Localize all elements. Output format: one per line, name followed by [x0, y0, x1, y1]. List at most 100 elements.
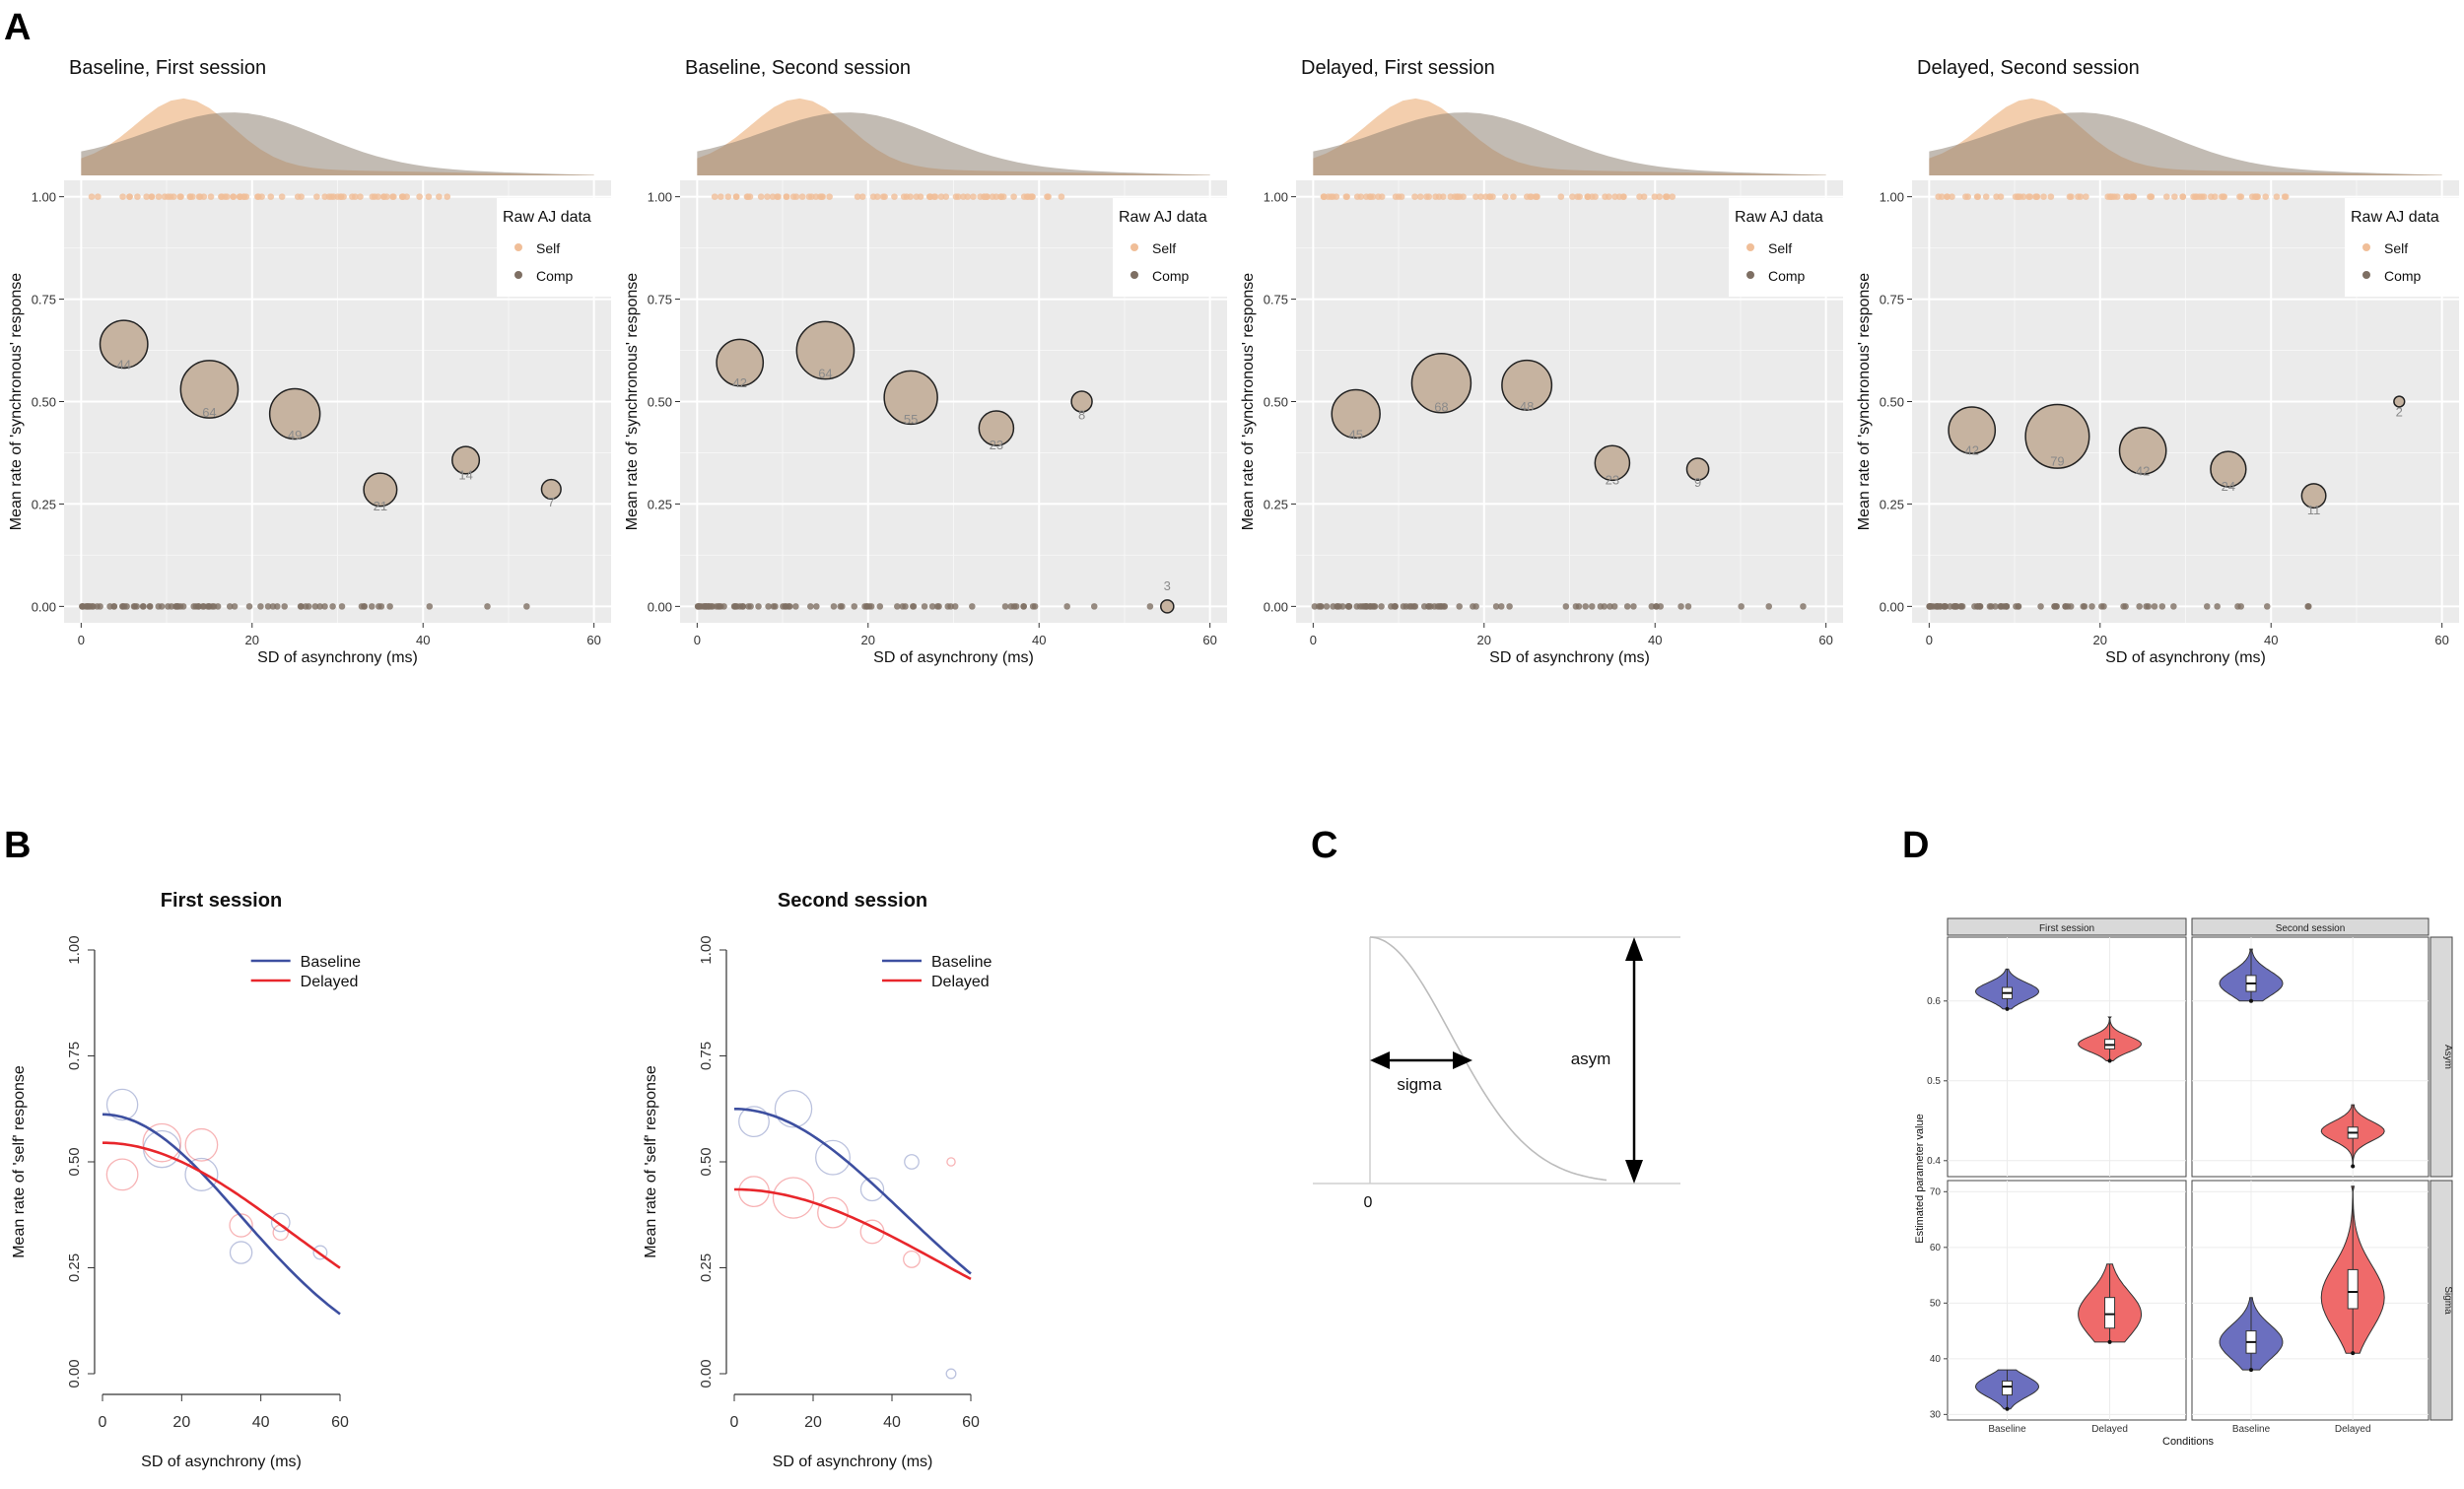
y-tick-label: 0.6: [1927, 996, 1941, 1007]
facet-panel: [1947, 936, 2187, 1178]
raw-self-point: [1328, 193, 1335, 200]
y-tick-label: 0.75: [698, 1042, 715, 1070]
raw-comp-point: [747, 603, 754, 610]
y-tick-label: 50: [1930, 1298, 1942, 1309]
raw-self-point: [1602, 193, 1608, 200]
raw-self-point: [2015, 193, 2021, 200]
raw-comp-point: [1031, 603, 1039, 610]
raw-comp-point: [1007, 603, 1015, 610]
y-tick-label: 0.50: [1880, 395, 1904, 410]
raw-comp-point: [1992, 603, 1999, 610]
raw-self-point: [937, 193, 945, 200]
y-axis-label: Mean rate of 'self' response: [643, 1065, 659, 1258]
raw-comp-point: [2151, 603, 2158, 610]
raw-self-point: [1973, 193, 1981, 200]
raw-self-point: [2221, 193, 2227, 200]
legend-title: Raw AJ data: [2351, 209, 2439, 226]
facet-panel: [2191, 1180, 2430, 1421]
raw-comp-point: [780, 603, 787, 610]
raw-comp-point: [1677, 603, 1684, 610]
raw-self-point: [1510, 193, 1517, 200]
bubble: [1594, 444, 1631, 482]
raw-comp-point: [2051, 603, 2058, 610]
raw-comp-point: [1359, 603, 1366, 610]
raw-self-point: [1447, 193, 1455, 200]
y-tick-label: 0.00: [32, 599, 56, 614]
raw-self-point: [369, 193, 376, 200]
bubble: [99, 319, 149, 370]
legend-title: Raw AJ data: [503, 209, 591, 226]
y-tick-label: 0.00: [648, 599, 672, 614]
raw-comp-point: [755, 603, 762, 610]
raw-comp-point: [1090, 603, 1098, 610]
raw-comp-point: [1020, 603, 1028, 610]
legend-self-label: Self: [2384, 240, 2408, 256]
raw-comp-point: [165, 603, 171, 610]
raw-comp-point: [146, 603, 154, 610]
raw-self-point: [1576, 193, 1583, 200]
raw-self-point: [186, 193, 194, 200]
raw-self-point: [711, 193, 719, 200]
raw-comp-point: [2263, 603, 2271, 610]
raw-comp-point: [329, 603, 336, 610]
panel-letter-a: A: [4, 7, 31, 48]
raw-self-point: [764, 193, 771, 200]
bubble: [2118, 427, 2167, 475]
raw-self-point: [805, 193, 813, 200]
raw-self-point: [298, 193, 305, 200]
y-axis-label: Estimated parameter value: [1914, 1114, 1926, 1243]
bubble: [1070, 390, 1093, 413]
raw-comp-point: [1146, 603, 1154, 610]
raw-comp-point: [837, 603, 845, 610]
raw-self-point: [1611, 193, 1618, 200]
raw-self-point: [1584, 193, 1592, 200]
raw-self-point: [1058, 193, 1065, 200]
bubble: [2210, 450, 2247, 488]
bubble-count-label: 55: [904, 412, 918, 427]
raw-comp-point: [1933, 603, 1940, 610]
raw-comp-point: [1427, 603, 1434, 610]
raw-self-point: [176, 193, 184, 200]
y-tick-label: 0.25: [1880, 497, 1904, 511]
raw-comp-point: [2237, 603, 2245, 610]
raw-self-point: [1592, 193, 1599, 200]
raw-comp-point: [2143, 603, 2150, 610]
data-point-baseline: [738, 1106, 770, 1138]
legend-self-label: Self: [1768, 240, 1792, 256]
raw-self-point: [2282, 193, 2290, 200]
y-tick-label: 1.00: [66, 935, 83, 964]
raw-self-point: [1333, 193, 1340, 200]
raw-comp-point: [806, 603, 814, 610]
raw-comp-point: [158, 603, 166, 610]
y-tick-label: 0.00: [1264, 599, 1288, 614]
raw-self-point: [2077, 193, 2085, 200]
y-tick-label: 0.75: [1264, 293, 1288, 307]
y-tick-label: 0.00: [66, 1359, 83, 1387]
panel-title: Delayed, Second session: [1917, 57, 2140, 79]
raw-comp-point: [813, 603, 820, 610]
y-tick-label: 70: [1930, 1186, 1942, 1197]
raw-self-point: [2262, 193, 2270, 200]
raw-self-point: [2047, 193, 2055, 200]
sigma-label: sigma: [1397, 1075, 1442, 1094]
data-point-baseline: [815, 1139, 851, 1176]
raw-self-point: [1557, 193, 1565, 200]
raw-comp-point: [302, 603, 309, 610]
y-tick-label: 30: [1930, 1409, 1942, 1420]
bubble: [883, 370, 938, 426]
x-axis-label: SD of asynchrony (ms): [141, 1454, 302, 1470]
panel-a1: Baseline, First session 44 64 49 21 14 7 Raw AJ…: [8, 57, 611, 666]
raw-self-point: [1935, 193, 1943, 200]
raw-self-point: [119, 193, 126, 200]
raw-self-point: [854, 193, 861, 200]
raw-comp-point: [264, 603, 272, 610]
raw-self-point: [399, 193, 407, 200]
raw-comp-point: [2158, 603, 2166, 610]
raw-self-point: [1411, 193, 1418, 200]
y-axis-label: Mean rate of 'synchronous' response: [624, 273, 641, 530]
x-tick-label: 20: [804, 1414, 822, 1431]
raw-comp-point: [2003, 603, 2010, 610]
raw-comp-point: [2088, 603, 2095, 610]
panel-title: Baseline, Second session: [685, 57, 911, 79]
raw-self-point: [1435, 193, 1443, 200]
